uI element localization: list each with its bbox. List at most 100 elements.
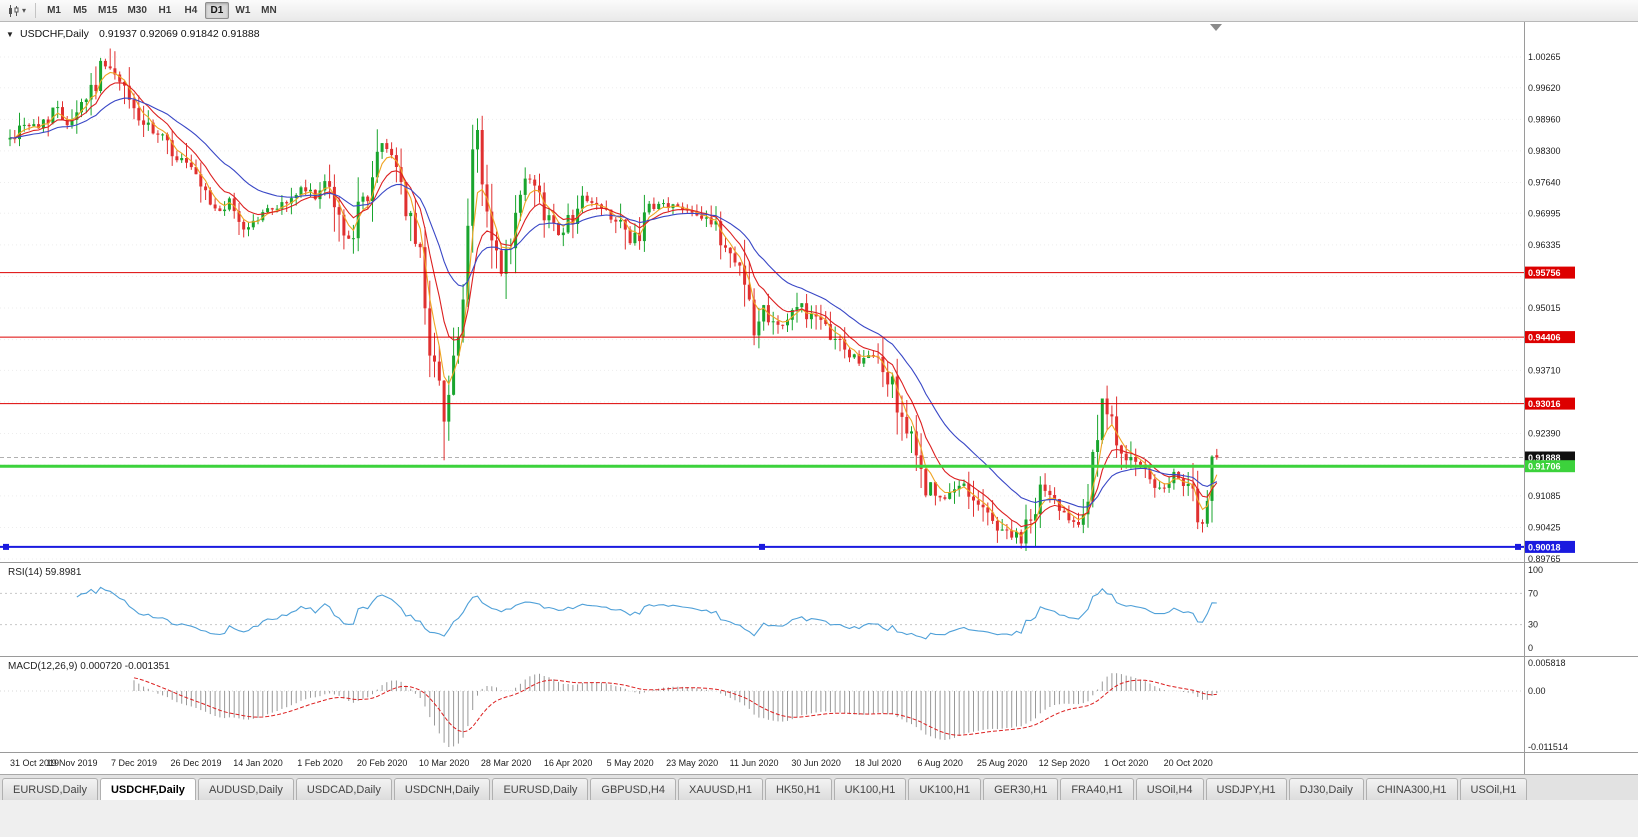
svg-text:0.91085: 0.91085 <box>1528 491 1561 501</box>
line-handle[interactable] <box>3 543 9 550</box>
line-handle[interactable] <box>759 543 765 550</box>
ma-4-line <box>9 71 1218 537</box>
timeframe-buttons: M1 M5 M15 M30 H1 H4 D1 W1 MN <box>42 2 281 19</box>
svg-text:100: 100 <box>1528 565 1543 575</box>
svg-text:30 Jun 2020: 30 Jun 2020 <box>791 758 841 768</box>
chart-tab-usdcad-daily[interactable]: USDCAD,Daily <box>295 778 392 800</box>
toolbar-separator <box>35 3 37 18</box>
svg-text:14 Jan 2020: 14 Jan 2020 <box>233 758 283 768</box>
svg-text:11 Jun 2020: 11 Jun 2020 <box>730 758 779 768</box>
timeframe-button-m15[interactable]: M15 <box>98 5 118 16</box>
chart-tab-uk100-h1[interactable]: UK100,H1 <box>908 778 982 800</box>
svg-text:0: 0 <box>1528 643 1533 653</box>
status-strip <box>0 800 1638 837</box>
svg-text:-0.011514: -0.011514 <box>1528 742 1568 752</box>
chart-tab-dj30-daily[interactable]: DJ30,Daily <box>1288 778 1364 800</box>
chart-tab-usoil-h1[interactable]: USOil,H1 <box>1459 778 1528 800</box>
rsi-label: RSI(14) 59.8981 <box>8 567 82 578</box>
svg-text:0.95015: 0.95015 <box>1528 303 1561 313</box>
svg-text:0.96335: 0.96335 <box>1528 240 1561 250</box>
svg-text:7 Dec 2019: 7 Dec 2019 <box>111 758 157 768</box>
svg-text:0.89765: 0.89765 <box>1528 554 1561 564</box>
dropdown-caret-icon: ▾ <box>22 5 27 15</box>
chart-tab-usoil-h4[interactable]: USOil,H4 <box>1135 778 1204 800</box>
line-handle[interactable] <box>1515 543 1521 550</box>
chart-type-button[interactable]: ▾ <box>4 2 29 19</box>
svg-text:25 Aug 2020: 25 Aug 2020 <box>977 758 1028 768</box>
timeframe-button-d1[interactable]: D1 <box>204 2 229 19</box>
chart-tab-gbpusd-h4[interactable]: GBPUSD,H4 <box>590 778 676 800</box>
svg-text:1 Feb 2020: 1 Feb 2020 <box>297 758 343 768</box>
chart-tab-audusd-daily[interactable]: AUDUSD,Daily <box>197 778 294 800</box>
svg-text:0.93016: 0.93016 <box>1528 399 1561 409</box>
svg-text:28 Mar 2020: 28 Mar 2020 <box>481 758 532 768</box>
macd-signal-line <box>133 677 1217 736</box>
candles <box>8 48 1219 551</box>
chart-tab-usdchf-daily[interactable]: USDCHF,Daily <box>99 778 196 800</box>
svg-text:20 Oct 2020: 20 Oct 2020 <box>1164 758 1213 768</box>
timeframe-button-h1[interactable]: H1 <box>158 5 172 16</box>
timeframe-button-m1[interactable]: M1 <box>47 5 61 16</box>
svg-text:0.99620: 0.99620 <box>1528 83 1561 93</box>
chart-tab-xauusd-h1[interactable]: XAUUSD,H1 <box>677 778 763 800</box>
chart-tab-china300-h1[interactable]: CHINA300,H1 <box>1365 778 1458 800</box>
svg-text:0.98960: 0.98960 <box>1528 114 1561 124</box>
chart-tab-fra40-h1[interactable]: FRA40,H1 <box>1060 778 1134 800</box>
svg-text:0.91888: 0.91888 <box>1528 453 1561 463</box>
svg-text:26 Dec 2019: 26 Dec 2019 <box>170 758 221 768</box>
svg-text:0.005818: 0.005818 <box>1528 658 1566 668</box>
svg-text:0.90425: 0.90425 <box>1528 523 1561 533</box>
chart-shift-marker[interactable] <box>1210 24 1222 31</box>
ma-22-line <box>9 97 1218 508</box>
chart-tab-usdcnh-daily[interactable]: USDCNH,Daily <box>393 778 491 800</box>
svg-text:10 Mar 2020: 10 Mar 2020 <box>419 758 470 768</box>
svg-text:5 May 2020: 5 May 2020 <box>607 758 654 768</box>
chart-tab-eurusd-daily[interactable]: EURUSD,Daily <box>492 778 589 800</box>
svg-text:70: 70 <box>1528 588 1538 598</box>
ma-9-line <box>9 82 1218 528</box>
timeframe-button-h4[interactable]: H4 <box>184 5 198 16</box>
timeframe-button-m30[interactable]: M30 <box>127 5 147 16</box>
chart-tab-ger30-h1[interactable]: GER30,H1 <box>983 778 1059 800</box>
chart-tab-uk100-h1[interactable]: UK100,H1 <box>833 778 907 800</box>
rsi-line <box>76 586 1217 640</box>
timeframe-button-m5[interactable]: M5 <box>73 5 87 16</box>
macd-label: MACD(12,26,9) 0.000720 -0.001351 <box>8 661 170 672</box>
candlestick-chart-icon <box>9 4 19 17</box>
chart-title-symbol: USDCHF,Daily <box>20 28 90 40</box>
svg-text:0.00: 0.00 <box>1528 686 1546 696</box>
chart-tab-usdjpy-h1[interactable]: USDJPY,H1 <box>1205 778 1287 800</box>
svg-text:0.93710: 0.93710 <box>1528 365 1561 375</box>
one-click-trading-toggle[interactable]: ▼ <box>6 30 14 39</box>
chart-canvas[interactable]: 1.00265 0.99620 0.98960 0.98300 0.97640 0.969… <box>0 22 1638 774</box>
chart-tab-hk50-h1[interactable]: HK50,H1 <box>764 778 832 800</box>
svg-text:0.94406: 0.94406 <box>1528 333 1561 343</box>
svg-text:20 Feb 2020: 20 Feb 2020 <box>357 758 408 768</box>
svg-text:0.92390: 0.92390 <box>1528 429 1561 439</box>
svg-text:1.00265: 1.00265 <box>1528 52 1561 62</box>
svg-text:18 Jul 2020: 18 Jul 2020 <box>855 758 902 768</box>
timeframe-toolbar: ▾ M1 M5 M15 M30 H1 H4 D1 W1 MN <box>0 0 1638 22</box>
svg-text:23 May 2020: 23 May 2020 <box>666 758 718 768</box>
chart-tabs-bar: EURUSD,Daily USDCHF,Daily AUDUSD,Daily USDC… <box>0 774 1638 800</box>
price-axis[interactable]: 1.00265 0.99620 0.98960 0.98300 0.97640 0.969… <box>1525 52 1575 564</box>
svg-text:0.95756: 0.95756 <box>1528 268 1561 278</box>
timeframe-button-w1[interactable]: W1 <box>235 5 251 16</box>
svg-text:0.91706: 0.91706 <box>1528 462 1561 472</box>
svg-text:19 Nov 2019: 19 Nov 2019 <box>46 758 97 768</box>
svg-text:16 Apr 2020: 16 Apr 2020 <box>544 758 593 768</box>
timeframe-button-mn[interactable]: MN <box>261 5 277 16</box>
chart-tab-eurusd-daily[interactable]: EURUSD,Daily <box>2 778 98 800</box>
svg-text:0.96995: 0.96995 <box>1528 208 1561 218</box>
svg-text:0.98300: 0.98300 <box>1528 146 1561 156</box>
svg-text:0.90018: 0.90018 <box>1528 542 1561 552</box>
svg-text:12 Sep 2020: 12 Sep 2020 <box>1039 758 1090 768</box>
chart-title-ohlc: 0.91937 0.92069 0.91842 0.91888 <box>99 28 260 40</box>
chart-layers: 1.00265 0.99620 0.98960 0.98300 0.97640 0.969… <box>0 22 1638 774</box>
svg-text:6 Aug 2020: 6 Aug 2020 <box>917 758 963 768</box>
svg-text:30: 30 <box>1528 620 1538 630</box>
macd-histogram <box>133 673 1218 747</box>
svg-text:31 Oct 2019: 31 Oct 2019 <box>10 758 59 768</box>
svg-text:0.97640: 0.97640 <box>1528 178 1561 188</box>
